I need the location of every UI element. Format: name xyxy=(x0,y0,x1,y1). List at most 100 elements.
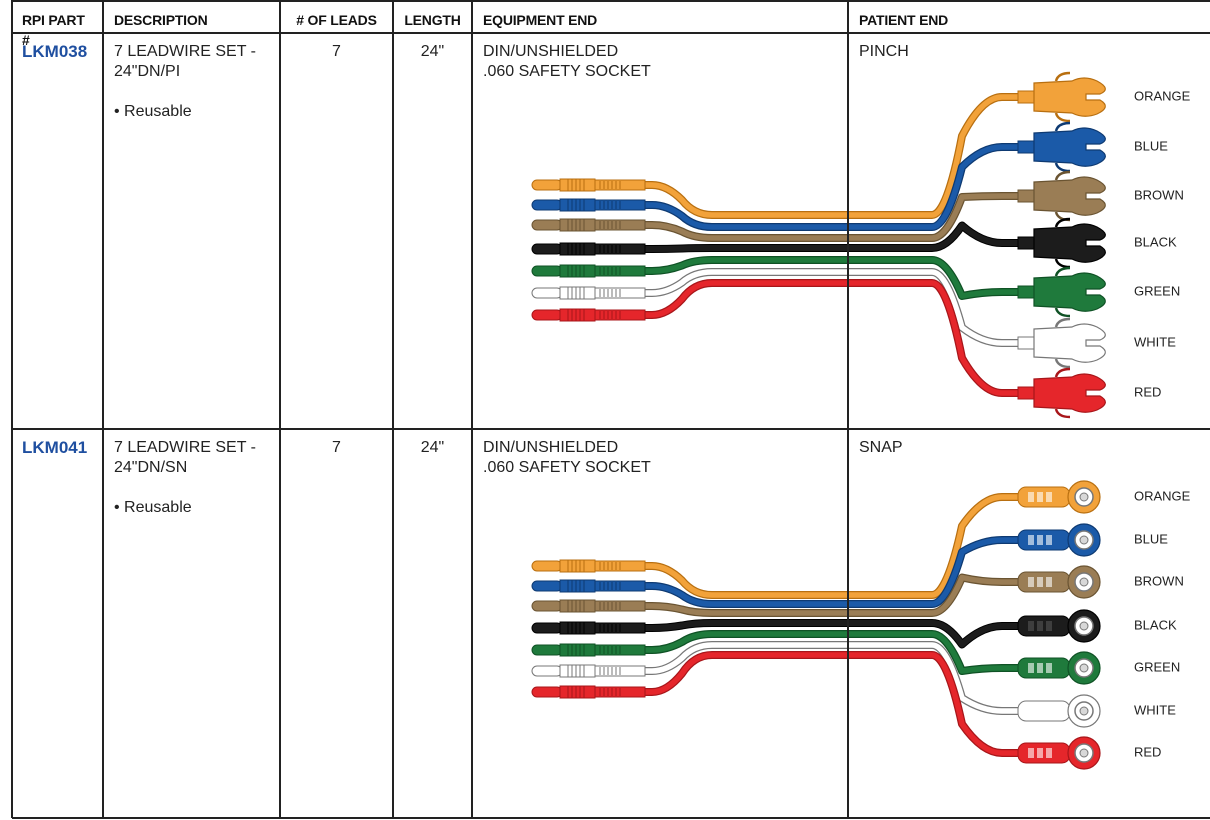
patient-end: PINCH xyxy=(859,43,909,60)
snap-grip xyxy=(1028,621,1034,631)
column-line xyxy=(847,0,849,818)
snap-stud xyxy=(1079,535,1089,545)
equipment-line: .060 SAFETY SOCKET xyxy=(483,459,651,476)
snap-grip xyxy=(1046,535,1052,545)
snap-grip xyxy=(1037,535,1043,545)
din-pin xyxy=(531,265,563,277)
din-pin xyxy=(531,309,563,321)
din-pin xyxy=(531,686,563,698)
snap-body xyxy=(1017,615,1071,637)
wire xyxy=(642,269,1020,346)
snap-grip xyxy=(1046,706,1052,716)
description: 7 LEADWIRE SET - 24"DN/PI • Reusable xyxy=(104,34,279,130)
wire xyxy=(642,280,1020,396)
equipment-end: DIN/UNSHIELDED .060 SAFETY SOCKET xyxy=(473,430,847,486)
lead-label: GREEN xyxy=(1134,659,1180,674)
snap-grip xyxy=(1037,492,1043,502)
lead-label: BROWN xyxy=(1134,573,1184,588)
snap-grip xyxy=(1037,577,1043,587)
lead-label: BLUE xyxy=(1134,138,1168,153)
din-pin xyxy=(531,179,563,191)
header-cell: DESCRIPTION xyxy=(114,12,208,28)
lead-label: BROWN xyxy=(1134,187,1184,202)
pinch-sleeve xyxy=(1017,336,1037,350)
din-body xyxy=(559,242,596,256)
din-body xyxy=(559,198,596,212)
snap-grip xyxy=(1028,492,1034,502)
snap-grip xyxy=(1046,748,1052,758)
pinch-jaw xyxy=(1054,266,1071,318)
pinch-clip xyxy=(1033,272,1106,312)
lead-count: 7 xyxy=(332,43,341,60)
equipment-line: DIN/UNSHIELDED xyxy=(483,439,619,456)
snap-grip xyxy=(1037,748,1043,758)
snap-body xyxy=(1017,571,1071,593)
lead-label: ORANGE xyxy=(1134,488,1191,503)
wire xyxy=(642,257,1020,299)
snap-grip xyxy=(1037,621,1043,631)
header-cell: PATIENT END xyxy=(859,12,949,28)
din-body xyxy=(559,218,596,232)
lead-label: WHITE xyxy=(1134,334,1176,349)
description-line: 24"DN/SN xyxy=(114,459,188,476)
leadwire-illustration: ORANGE BLUE BROWN BLACK GREEN WHITE RED xyxy=(531,71,1191,419)
row-line xyxy=(12,428,1210,430)
snap-body xyxy=(1017,529,1071,551)
din-body xyxy=(559,643,596,657)
snap-grip xyxy=(1028,748,1034,758)
border xyxy=(11,0,13,818)
din-pin xyxy=(531,580,563,592)
feature: • Reusable xyxy=(114,499,192,516)
wire xyxy=(642,642,1020,714)
column-line xyxy=(102,0,104,818)
equipment-line: DIN/UNSHIELDED xyxy=(483,43,619,60)
din-body xyxy=(559,559,596,573)
pinch-clip xyxy=(1033,223,1106,263)
snap-grip xyxy=(1046,663,1052,673)
pinch-sleeve xyxy=(1017,386,1037,400)
din-body xyxy=(559,308,596,322)
description-line: 7 LEADWIRE SET - xyxy=(114,439,256,456)
description-line: 24"DN/PI xyxy=(114,63,181,80)
wire-outline xyxy=(642,256,1020,300)
snap-stud xyxy=(1079,492,1089,502)
din-pin xyxy=(531,219,563,231)
wire xyxy=(642,574,1020,616)
snap-stud xyxy=(1079,706,1089,716)
snap-grip xyxy=(1028,535,1034,545)
din-pin xyxy=(531,644,563,656)
din-pin xyxy=(531,665,563,677)
wire xyxy=(642,144,1020,230)
din-pin xyxy=(531,243,563,255)
snap-grip xyxy=(1046,577,1052,587)
snap-grip xyxy=(1037,663,1043,673)
wire xyxy=(642,494,1020,598)
column-line xyxy=(392,0,394,818)
pinch-jaw xyxy=(1054,71,1071,123)
wire xyxy=(642,652,1020,756)
din-body xyxy=(559,599,596,613)
snap-stud xyxy=(1079,748,1089,758)
lead-label: BLACK xyxy=(1134,234,1177,249)
length: 24" xyxy=(420,43,445,60)
din-pin xyxy=(531,199,563,211)
din-pin xyxy=(531,560,563,572)
din-body xyxy=(559,286,596,300)
equipment-line: .060 SAFETY SOCKET xyxy=(483,63,651,80)
snap-body xyxy=(1017,657,1071,679)
wire xyxy=(642,94,1020,218)
pinch-jaw xyxy=(1054,317,1071,369)
snap-body xyxy=(1017,486,1071,508)
row-line xyxy=(12,32,1210,34)
lead-label: RED xyxy=(1134,744,1161,759)
lead-label: BLUE xyxy=(1134,531,1168,546)
wire xyxy=(642,631,1020,674)
leadwire-illustration: ORANGE BLUE BROWN BLACK GREEN WHITE RED xyxy=(531,480,1191,770)
part-number: LKM041 xyxy=(22,438,88,457)
part-number: LKM038 xyxy=(22,42,88,61)
snap-grip xyxy=(1028,663,1034,673)
header-cell: EQUIPMENT END xyxy=(483,12,598,28)
pinch-jaw xyxy=(1054,367,1071,419)
din-body xyxy=(559,264,596,278)
feature: • Reusable xyxy=(114,103,192,120)
